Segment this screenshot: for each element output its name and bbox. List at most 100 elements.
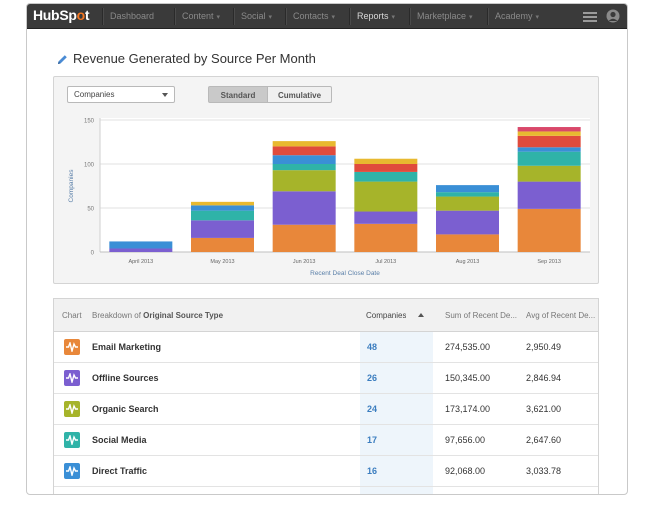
- bar-segment: [354, 171, 418, 182]
- nav-item-academy[interactable]: Academy ▾: [495, 11, 540, 21]
- bar-segment: [354, 164, 418, 172]
- row-companies-count[interactable]: 16: [367, 466, 378, 476]
- bar-segment: [272, 170, 336, 192]
- nav-item-dashboard[interactable]: Dashboard: [110, 11, 155, 21]
- bar-segment: [517, 165, 581, 182]
- user-avatar-icon[interactable]: [606, 9, 620, 23]
- chevron-down-icon: ▾: [469, 14, 473, 21]
- header-avg[interactable]: Avg of Recent De...: [526, 311, 596, 320]
- bar-segment: [517, 208, 581, 252]
- row-sum-value: 97,656.00: [445, 435, 486, 445]
- metric-select[interactable]: Companies: [67, 86, 175, 103]
- y-tick-label: 50: [87, 207, 94, 213]
- table-row[interactable]: Offline Sources 26 150,345.00 2,846.94: [54, 363, 598, 394]
- plot-area: [100, 118, 590, 252]
- chevron-down-icon: ▾: [331, 14, 336, 21]
- row-companies-count[interactable]: 48: [367, 342, 378, 352]
- row-companies-count[interactable]: 24: [367, 404, 378, 414]
- row-companies-count[interactable]: 26: [367, 373, 378, 383]
- bar-segment: [191, 220, 254, 238]
- row-avg-value: 2,950.49: [526, 342, 562, 352]
- bar-segment: [191, 237, 254, 252]
- bar-segment: [517, 127, 581, 132]
- bar-segment: [517, 151, 581, 166]
- header-sum[interactable]: Sum of Recent De...: [445, 311, 518, 320]
- bar-segment: [354, 181, 418, 212]
- bar-segment: [517, 147, 581, 152]
- row-sum-value: 274,535.00: [445, 342, 491, 352]
- bar-segment: [436, 196, 499, 211]
- x-tick-label: Sep 2013: [537, 259, 561, 265]
- nav-separator: [349, 8, 350, 25]
- bar-segment: [191, 205, 254, 211]
- header-breakdown[interactable]: Breakdown of Original Source Type: [92, 311, 224, 320]
- row-sum-value: 173,174.00: [445, 404, 491, 414]
- nav-separator: [174, 8, 175, 25]
- cumulative-toggle-button[interactable]: Cumulative: [268, 86, 332, 103]
- bar-segment: [354, 211, 418, 224]
- chevron-down-icon: ▾: [535, 14, 540, 21]
- table-row[interactable]: Organic Search 24 173,174.00 3,621.00: [54, 394, 598, 425]
- nav-separator: [487, 8, 488, 25]
- row-avg-value: 2,846.94: [526, 373, 562, 383]
- edit-pencil-icon[interactable]: [57, 54, 68, 65]
- nav-item-social[interactable]: Social ▾: [241, 11, 273, 21]
- chart-toggle-icon[interactable]: [64, 463, 80, 479]
- x-tick-label: Jun 2013: [293, 259, 316, 265]
- y-tick-label: 0: [91, 251, 95, 257]
- chart-toggle-icon[interactable]: [64, 339, 80, 355]
- page-title: Revenue Generated by Source Per Month: [73, 51, 316, 66]
- row-source-name: Offline Sources: [92, 373, 159, 383]
- menu-icon[interactable]: [583, 12, 597, 22]
- stacked-bar-chart: 0 50 100 150 April 2013 May 2013 Jun 2013 Jul 2…: [68, 118, 590, 277]
- bar-segment: [436, 185, 499, 193]
- table-header: Chart Breakdown of Original Source Type …: [54, 299, 598, 332]
- table-row[interactable]: Paid Search966,540.003,169.49: [54, 487, 598, 495]
- table-row[interactable]: Social Media 17 97,656.00 2,647.60: [54, 425, 598, 456]
- bar-segment: [436, 192, 499, 197]
- chart-toggle-icon[interactable]: [64, 432, 80, 448]
- bar-segment: [191, 201, 254, 206]
- sort-ascending-icon[interactable]: [418, 313, 424, 317]
- y-tick-label: 100: [84, 163, 95, 169]
- bar-segment: [517, 131, 581, 136]
- nav-separator: [285, 8, 286, 25]
- nav-item-content[interactable]: Content ▾: [182, 11, 221, 21]
- x-tick-label: April 2013: [128, 259, 153, 265]
- nav-separator: [233, 8, 234, 25]
- nav-item-contacts[interactable]: Contacts ▾: [293, 11, 336, 21]
- standard-toggle-button[interactable]: Standard: [208, 86, 268, 103]
- nav-item-reports[interactable]: Reports ▾: [357, 11, 396, 21]
- nav-item-marketplace[interactable]: Marketplace ▾: [417, 11, 473, 21]
- table-row[interactable]: Email Marketing 48 274,535.00 2,950.49: [54, 332, 598, 363]
- header-chart: Chart: [62, 311, 82, 320]
- bar-segment: [272, 155, 336, 164]
- chevron-down-icon: ▾: [391, 14, 396, 21]
- chart-toggle-icon[interactable]: [64, 494, 80, 495]
- bar-segment: [272, 146, 336, 156]
- bar-segment: [436, 210, 499, 235]
- header-companies[interactable]: Companies: [366, 311, 407, 320]
- top-navigation-bar: HubSpot Dashboard Content ▾ Social ▾ Contacts…: [27, 4, 627, 29]
- x-tick-label: Aug 2013: [456, 259, 480, 265]
- row-sum-value: 92,068.00: [445, 466, 486, 476]
- y-axis-label: Companies: [68, 169, 75, 203]
- chart-toggle-icon[interactable]: [64, 370, 80, 386]
- x-axis-label: Recent Deal Close Date: [310, 270, 380, 277]
- chart-toggle-icon[interactable]: [64, 401, 80, 417]
- row-source-name: Email Marketing: [92, 342, 162, 352]
- row-companies-count[interactable]: 17: [367, 435, 378, 445]
- nav-separator: [409, 8, 410, 25]
- y-tick-label: 150: [84, 119, 95, 125]
- chevron-down-icon: ▾: [216, 14, 221, 21]
- row-avg-value: 2,647.60: [526, 435, 562, 445]
- row-source-name: Direct Traffic: [92, 466, 148, 476]
- bar-segment: [109, 241, 173, 249]
- row-avg-value: 3,033.78: [526, 466, 562, 476]
- chevron-down-icon: [162, 93, 168, 97]
- nav-separator: [102, 8, 103, 25]
- hubspot-logo[interactable]: HubSpot: [33, 7, 90, 23]
- row-source-name: Social Media: [92, 435, 147, 445]
- chevron-down-icon: ▾: [268, 14, 273, 21]
- table-row[interactable]: Direct Traffic 16 92,068.00 3,033.78: [54, 456, 598, 487]
